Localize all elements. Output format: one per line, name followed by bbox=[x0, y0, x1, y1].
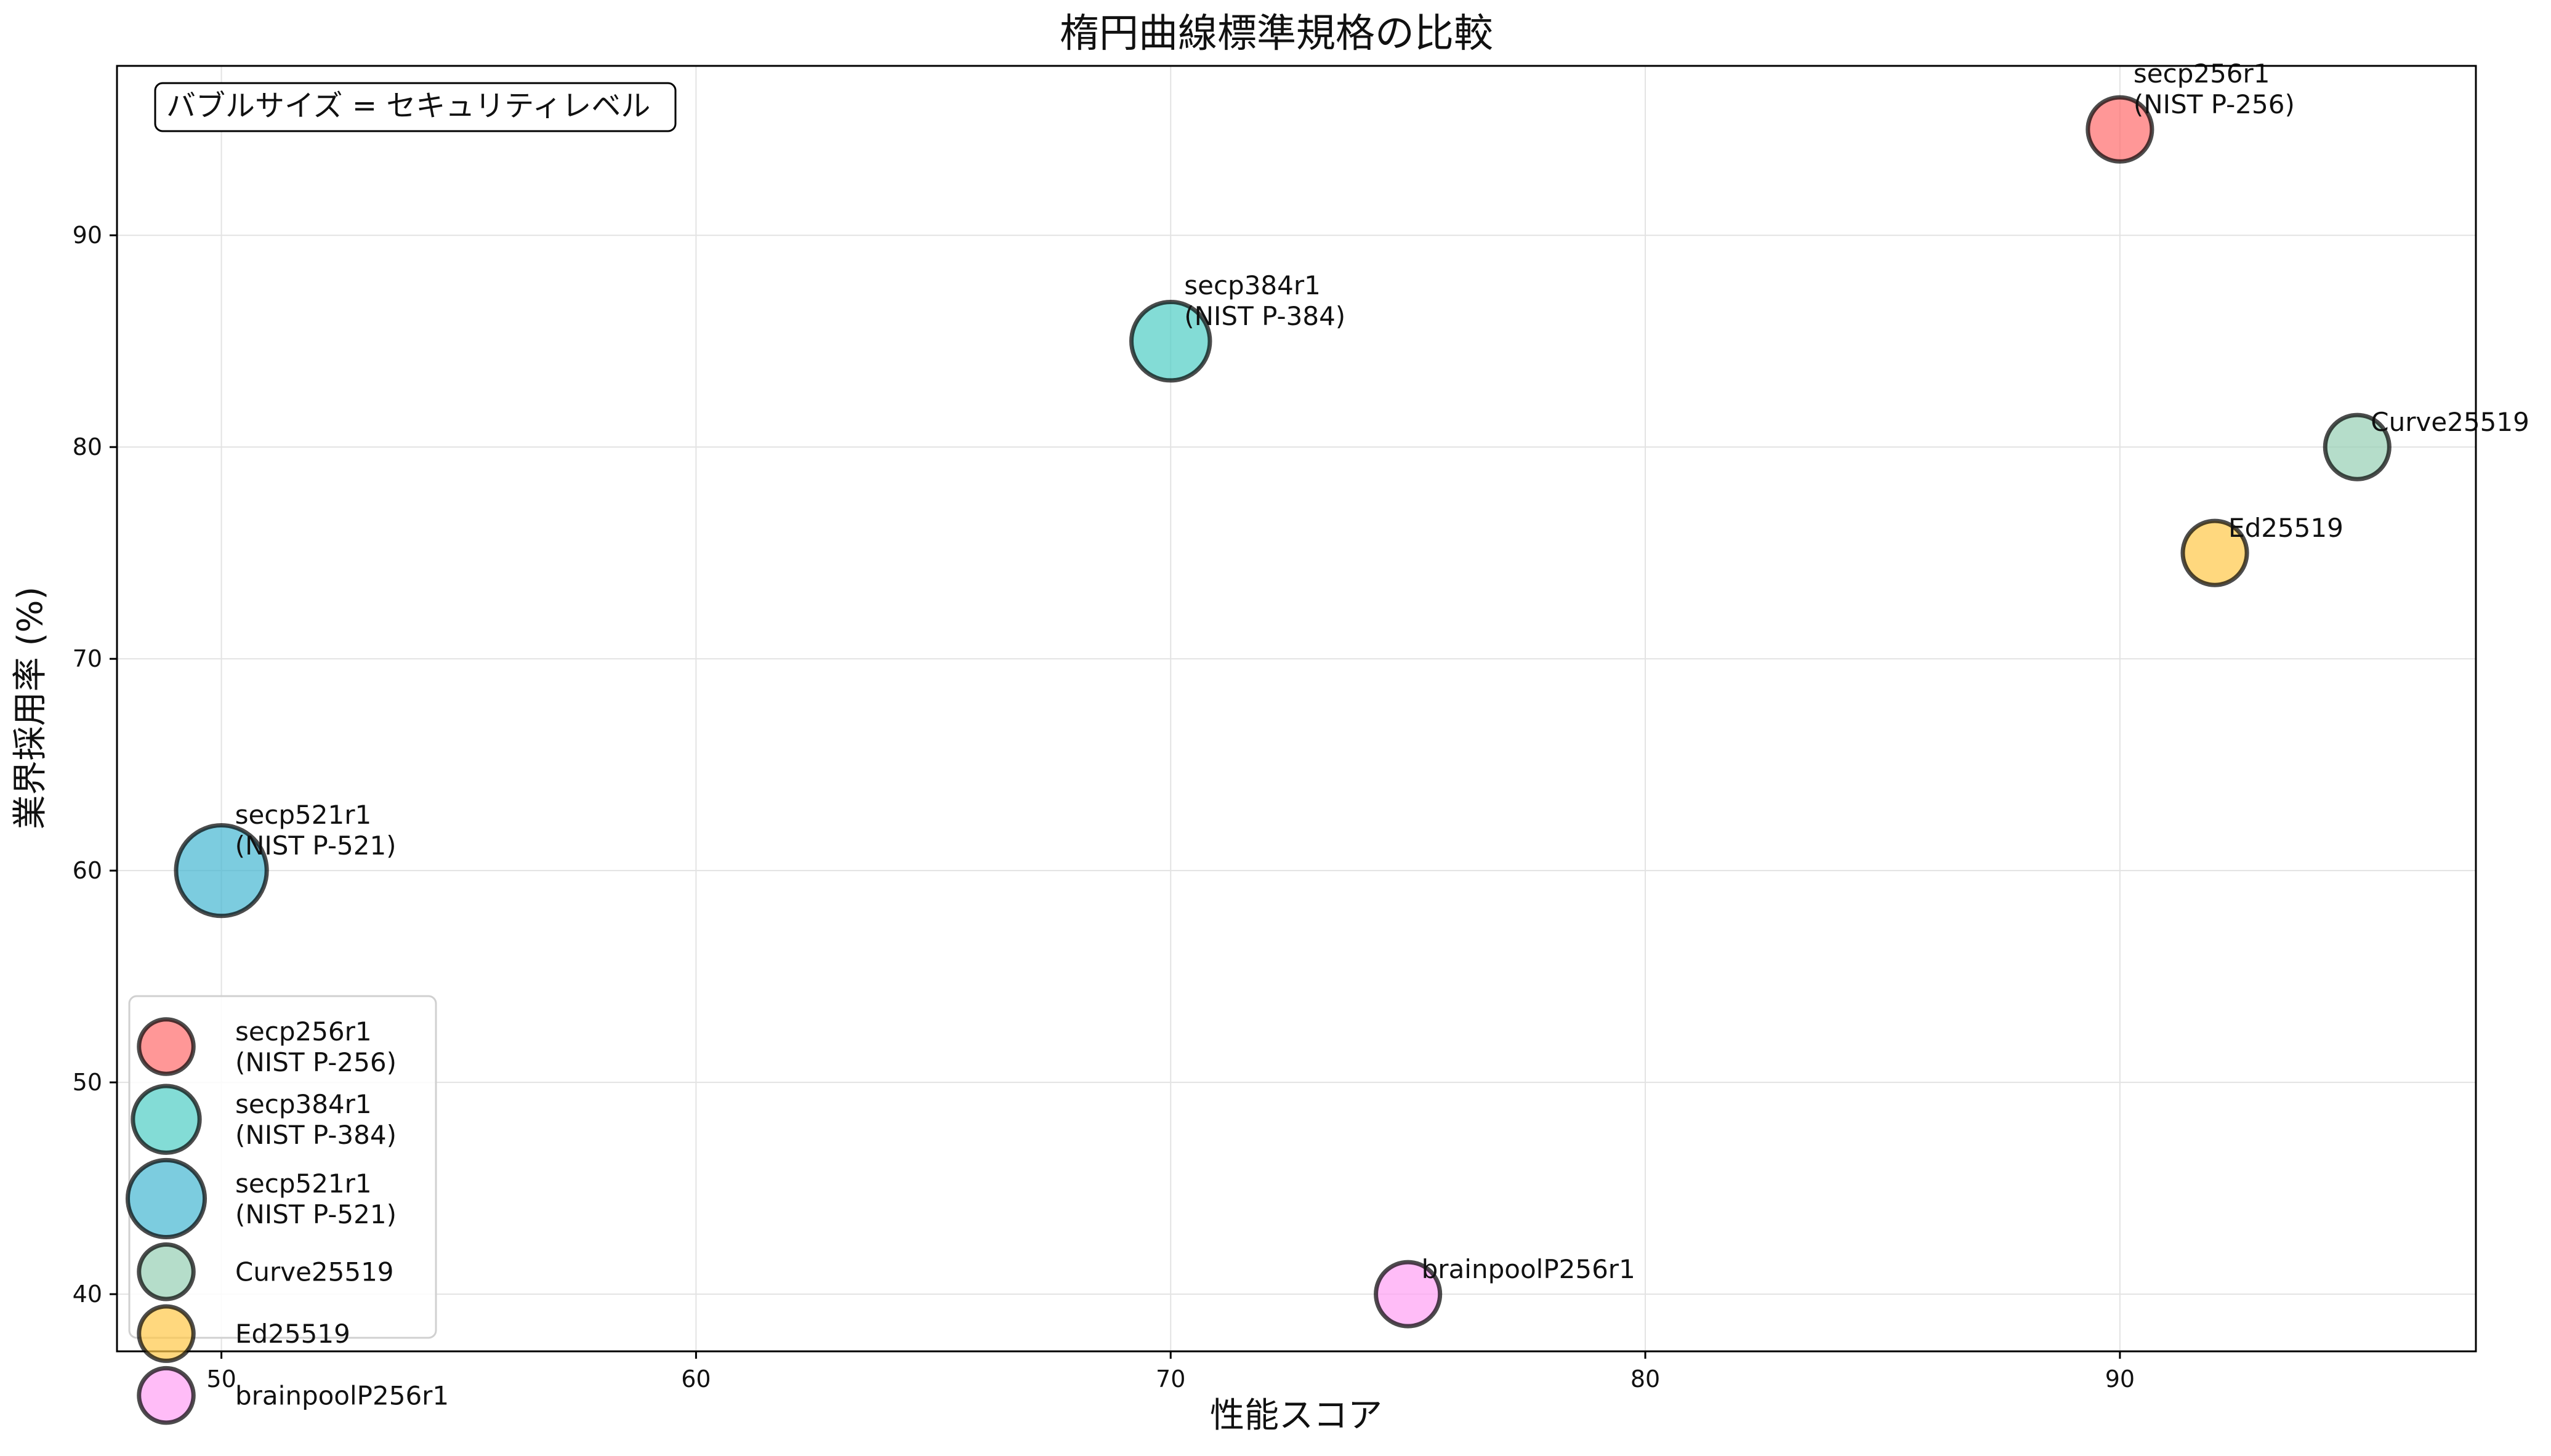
y-axis-label: 業界採用率 (%) bbox=[10, 587, 50, 830]
legend-label: secp384r1 (NIST P-384) bbox=[235, 1089, 397, 1150]
point-labels: secp256r1 (NIST P-256) secp384r1 (NIST P-38… bbox=[235, 58, 2529, 1284]
plot-frame bbox=[116, 65, 2477, 1353]
legend-marker bbox=[137, 1304, 196, 1363]
legend-label: Ed25519 bbox=[235, 1319, 350, 1349]
legend: secp256r1 (NIST P-256) secp384r1 (NIST P-38… bbox=[125, 995, 449, 1425]
grid-lines bbox=[117, 66, 2476, 1351]
x-axis-label: 性能スコア bbox=[1210, 1396, 1382, 1436]
legend-marker bbox=[131, 1084, 202, 1155]
point-label: secp384r1 (NIST P-384) bbox=[1184, 270, 1345, 331]
x-tick-label: 50 bbox=[206, 1366, 236, 1393]
x-tick-label: 80 bbox=[1630, 1366, 1660, 1393]
bubble-point bbox=[1374, 1260, 1443, 1329]
x-tick-label: 90 bbox=[2105, 1366, 2135, 1393]
point-label: secp256r1 (NIST P-256) bbox=[2134, 58, 2295, 119]
x-tick-label: 70 bbox=[1156, 1366, 1185, 1393]
legend-marker bbox=[125, 1157, 208, 1239]
legend-marker bbox=[137, 1366, 196, 1425]
bubble-size-note: バブルサイズ = セキュリティレベル bbox=[166, 89, 650, 123]
axis-ticks: 50 60 70 80 90 40 50 60 70 80 90 bbox=[73, 222, 2135, 1393]
x-tick-label: 60 bbox=[681, 1366, 711, 1393]
annotation-box: バブルサイズ = セキュリティレベル bbox=[154, 82, 677, 132]
y-tick-label: 60 bbox=[73, 857, 102, 884]
chart-title: 楕円曲線標準規格の比較 bbox=[1060, 11, 1493, 57]
legend-label: brainpoolP256r1 bbox=[235, 1381, 449, 1411]
y-tick-label: 40 bbox=[73, 1281, 102, 1308]
legend-marker bbox=[137, 1242, 196, 1301]
legend-frame bbox=[128, 995, 437, 1339]
legend-label: secp521r1 (NIST P-521) bbox=[235, 1168, 397, 1229]
legend-marker bbox=[137, 1017, 196, 1076]
y-tick-label: 50 bbox=[73, 1069, 102, 1096]
bubble-point bbox=[2323, 412, 2392, 481]
bubble-point bbox=[2180, 518, 2249, 587]
bubble-point bbox=[174, 823, 269, 919]
point-label: Ed25519 bbox=[2228, 513, 2343, 543]
y-tick-label: 70 bbox=[73, 645, 102, 672]
legend-label: Curve25519 bbox=[235, 1257, 394, 1287]
bubble-point bbox=[2086, 95, 2154, 164]
annotation-frame bbox=[154, 82, 677, 132]
data-points bbox=[174, 95, 2392, 1329]
point-label: brainpoolP256r1 bbox=[1422, 1254, 1635, 1284]
point-label: secp521r1 (NIST P-521) bbox=[235, 800, 397, 861]
legend-label: secp256r1 (NIST P-256) bbox=[235, 1016, 397, 1077]
y-tick-label: 80 bbox=[73, 433, 102, 461]
y-tick-label: 90 bbox=[73, 222, 102, 249]
bubble-point bbox=[1129, 299, 1212, 383]
point-label: Curve25519 bbox=[2371, 407, 2529, 437]
